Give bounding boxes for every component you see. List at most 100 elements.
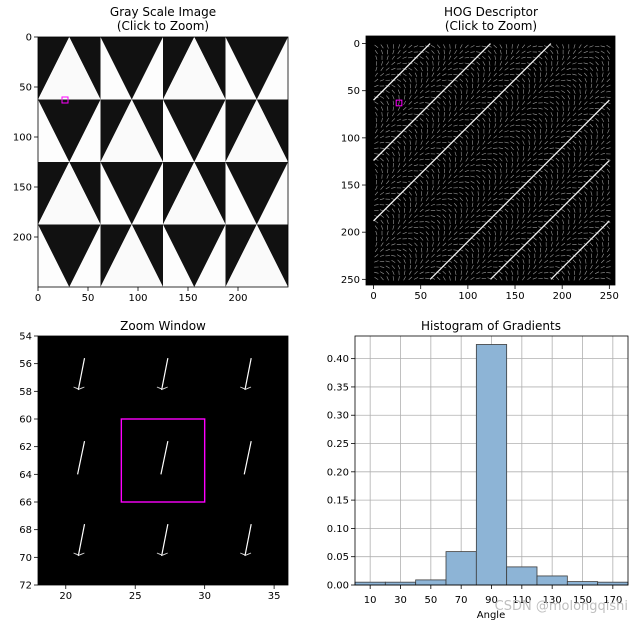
- hist-y-tick-label: 0.35: [327, 382, 349, 393]
- zoom-gradient-spoke: [78, 553, 83, 556]
- zoom-y-tick-label: 60: [19, 415, 32, 426]
- zoom-gradient-spoke: [240, 552, 246, 556]
- hist-bar: [506, 566, 538, 586]
- hog-edge-line: [373, 43, 552, 222]
- zoom-y-tick-label: 62: [19, 442, 32, 453]
- zoom-x-tick-label: 30: [198, 591, 211, 602]
- gray-dark-triangle: [163, 99, 226, 162]
- hist-y-tick-label: 0.20: [327, 467, 349, 478]
- hog-subtitle: (Click to Zoom): [445, 19, 537, 33]
- gray-light-triangle: [100, 99, 163, 162]
- zoom-gradient-spoke: [73, 386, 80, 390]
- zoom-gradient-glyph: [161, 524, 169, 557]
- gray-y-tick-label: 100: [13, 133, 32, 144]
- zoom-y-tick-label: 58: [19, 387, 32, 398]
- zoom-y-tick-label: 66: [19, 498, 32, 509]
- zoom-x-tick-label: 25: [129, 591, 142, 602]
- zoom-gradient-spoke: [78, 387, 83, 390]
- zoom-gradient-glyph: [244, 524, 252, 557]
- zoom-gradient-glyph: [77, 524, 86, 557]
- zoom-y-tick-label: 70: [19, 553, 32, 564]
- gray-dark-triangle: [163, 224, 226, 287]
- zoom-gradient-glyph: [243, 441, 252, 475]
- zoom-gradient-glyph: [160, 441, 169, 475]
- gray-x-tick-label: 100: [128, 293, 147, 304]
- zoom-image: [38, 336, 288, 585]
- hog-y-tick-label: 150: [341, 181, 360, 192]
- zoom-gradient-spoke: [240, 386, 246, 390]
- zoom-axes: 20 25 30 35 54 56 58 60 62 64 66 68 70 72: [19, 332, 289, 602]
- hog-edge-line: [373, 43, 491, 161]
- hist-x-tick-label: 90: [485, 595, 498, 606]
- hog-panel[interactable]: HOG Descriptor (Click to Zoom) 0 50 100 150…: [341, 5, 619, 302]
- gray-dark-triangle: [100, 162, 163, 225]
- hist-bar: [597, 581, 629, 586]
- watermark: CSDN @molongqishi: [495, 599, 628, 614]
- gray-y-tick-label: 0: [26, 33, 32, 44]
- hog-y-tick-label: 0: [354, 39, 360, 50]
- hist-bar: [354, 581, 386, 586]
- hist-bar: [415, 579, 447, 586]
- hog-gradient-field: [374, 44, 611, 281]
- zoom-gradient-spoke: [156, 386, 163, 390]
- histogram-plot: 0.00 0.05 0.10 0.15 0.20 0.25 0.30 0.35 0.40 10 30…: [327, 335, 629, 606]
- hog-y-tick-label: 50: [347, 86, 360, 97]
- hog-x-tick-label: 100: [458, 291, 477, 302]
- gray-x-tick-label: 200: [228, 293, 247, 304]
- hog-edge-line: [373, 43, 431, 101]
- hist-y-tick-label: 0.40: [327, 354, 349, 365]
- hog-image[interactable]: [366, 36, 615, 285]
- zoom-y-tick-label: 68: [19, 525, 32, 536]
- histogram-panel: Histogram of Gradients 0.000.050.100.150…: [327, 319, 629, 621]
- hog-y-tick-label: 100: [341, 133, 360, 144]
- hog-title: HOG Descriptor: [444, 5, 538, 19]
- gray-dark-triangle: [100, 37, 163, 100]
- gray-image[interactable]: [38, 37, 288, 287]
- gray-dark-triangle: [38, 99, 101, 162]
- gray-light-triangle: [163, 162, 226, 225]
- hist-y-tick-label: 0.30: [327, 411, 349, 422]
- hist-x-tick-label: 50: [424, 595, 437, 606]
- gray-axes: 0 50 100 150 200 0 50 100 150 200: [13, 33, 289, 304]
- hog-axes: 0 50 100 150 200 250 0 50 100 150 200 250: [341, 35, 619, 302]
- zoom-gradient-spoke: [245, 553, 250, 556]
- hog-edge-line: [550, 220, 610, 280]
- gray-x-tick-label: 0: [35, 293, 41, 304]
- zoom-y-tick-label: 54: [19, 332, 32, 343]
- hog-x-tick-label: 200: [553, 291, 572, 302]
- hist-bar: [536, 575, 568, 586]
- zoom-gradient-spoke: [245, 387, 250, 390]
- hist-y-tick-label: 0.25: [327, 439, 349, 450]
- zoom-y-tick-label: 64: [19, 470, 32, 481]
- gray-x-tick-label: 150: [178, 293, 197, 304]
- hog-frame: [365, 35, 616, 286]
- hist-y-tick-label: 0.15: [327, 496, 349, 507]
- hog-x-tick-label: 250: [600, 291, 619, 302]
- gray-title: Gray Scale Image: [110, 5, 216, 19]
- hist-bar: [566, 581, 599, 586]
- hog-y-tick-label: 250: [341, 275, 360, 286]
- gray-frame: [37, 36, 289, 288]
- gray-x-tick-label: 50: [82, 293, 95, 304]
- gray-scale-panel[interactable]: Gray Scale Image (Click to Zoom) 0 50 100 1…: [13, 5, 289, 304]
- zoom-panel: Zoom Window 20 25 30 35 54 56 58 60 62 64 66 68 70 72: [19, 319, 289, 602]
- zoom-gradient-glyph: [77, 358, 86, 391]
- hog-x-tick-label: 0: [370, 291, 376, 302]
- gray-light-triangle: [38, 162, 101, 225]
- zoom-gradient-spoke: [162, 553, 167, 556]
- hist-x-tick-label: 170: [603, 595, 622, 606]
- zoom-marker-box: [120, 418, 206, 503]
- gray-y-tick-label: 150: [13, 183, 32, 194]
- hist-x-tick-label: 110: [512, 595, 531, 606]
- hog-y-tick-label: 200: [341, 228, 360, 239]
- hist-x-tick-label: 30: [394, 595, 407, 606]
- hist-x-tick-label: 70: [455, 595, 468, 606]
- hist-x-tick-label: 150: [573, 595, 592, 606]
- gray-light-triangle: [38, 37, 101, 100]
- hog-x-tick-label: 50: [414, 291, 427, 302]
- histogram-title: Histogram of Gradients: [421, 319, 561, 333]
- gray-light-triangle: [163, 37, 226, 100]
- zoom-title: Zoom Window: [120, 319, 206, 333]
- hist-y-tick-label: 0.10: [327, 524, 349, 535]
